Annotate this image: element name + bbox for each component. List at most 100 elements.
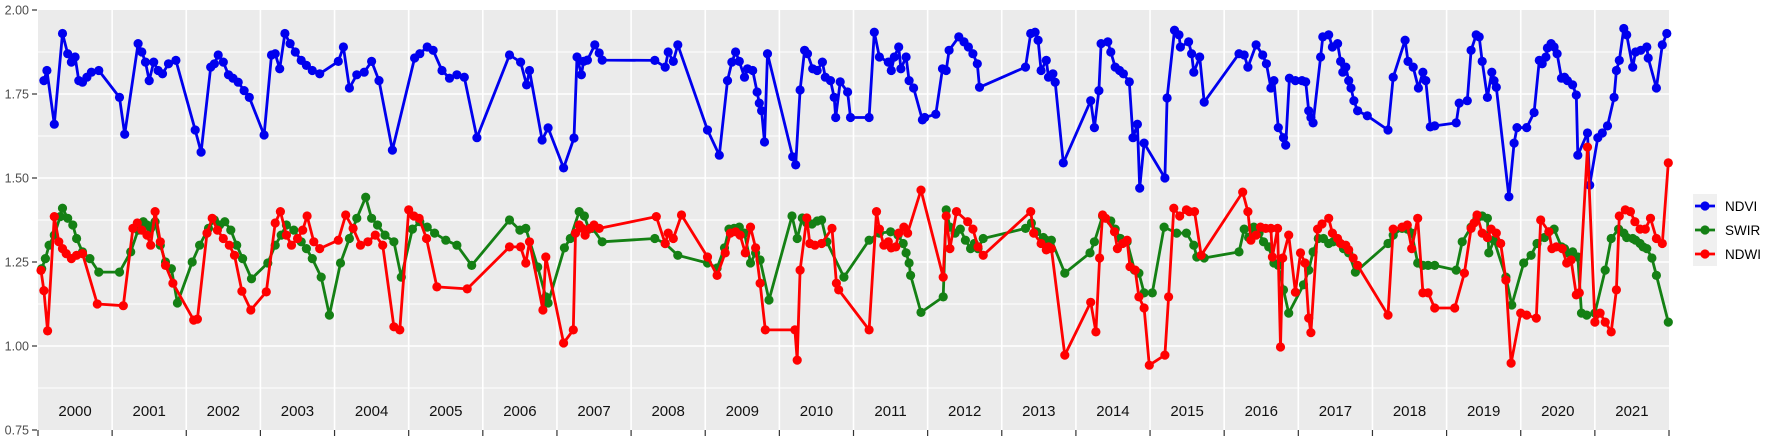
data-point-NDVI: [1413, 83, 1423, 93]
data-point-NDWI: [1060, 350, 1070, 360]
data-point-NDWI: [150, 207, 160, 217]
data-point-SWIR: [521, 223, 531, 233]
data-point-NDVI: [1124, 77, 1134, 87]
data-point-NDVI: [1609, 92, 1619, 102]
data-point-NDWI: [1402, 220, 1412, 230]
data-point-SWIR: [238, 254, 248, 264]
data-point-NDWI: [790, 325, 800, 335]
data-point-NDVI: [1033, 35, 1043, 45]
data-point-NDVI: [137, 47, 147, 57]
data-point-NDWI: [1251, 230, 1261, 240]
data-point-NDWI: [968, 224, 978, 234]
data-point-SWIR: [839, 272, 849, 282]
data-point-SWIR: [1507, 300, 1517, 310]
data-point-NDVI: [1175, 42, 1185, 52]
x-axis-year-label: 2002: [207, 403, 240, 420]
data-point-NDVI: [1333, 39, 1343, 49]
data-point-NDVI: [909, 83, 919, 93]
data-point-NDVI: [70, 52, 80, 62]
data-point-NDVI: [1643, 53, 1653, 63]
data-point-NDWI: [1388, 224, 1398, 234]
data-point-NDVI: [120, 129, 130, 139]
data-point-SWIR: [1181, 228, 1191, 238]
data-point-NDVI: [1421, 76, 1431, 86]
data-point-NDVI: [1050, 77, 1060, 87]
data-point-NDVI: [963, 42, 974, 52]
data-point-NDWI: [1091, 327, 1101, 337]
data-point-NDVI: [757, 106, 767, 116]
data-point-NDVI: [829, 92, 839, 102]
data-point-SWIR: [1582, 310, 1592, 320]
y-axis-tick-label: 2.00: [5, 4, 29, 18]
data-point-NDWI: [1243, 207, 1253, 217]
data-point-NDWI: [916, 185, 926, 195]
data-point-NDWI: [871, 207, 882, 217]
legend-key-swatch: [1693, 194, 1717, 218]
data-point-SWIR: [467, 260, 477, 270]
data-point-NDVI: [1089, 123, 1099, 133]
data-point-NDWI: [521, 258, 531, 268]
data-point-NDVI: [1290, 76, 1300, 86]
data-point-NDVI: [734, 56, 744, 66]
data-point-NDVI: [1504, 192, 1514, 202]
data-point-NDWI: [1306, 328, 1316, 338]
legend-point-line-icon: [1695, 201, 1715, 211]
data-point-NDVI: [537, 135, 547, 145]
data-point-NDWI: [568, 325, 578, 335]
data-point-SWIR: [380, 230, 390, 240]
data-point-NDWI: [745, 222, 756, 232]
data-point-NDWI: [1238, 187, 1248, 197]
data-point-NDWI: [155, 237, 165, 247]
data-point-NDVI: [39, 76, 49, 86]
data-point-NDVI: [1522, 123, 1532, 133]
data-point-NDWI: [229, 250, 240, 260]
data-point-NDWI: [246, 305, 256, 315]
data-point-NDWI: [516, 242, 526, 252]
data-point-SWIR: [1383, 238, 1393, 249]
data-point-SWIR: [114, 267, 125, 277]
data-point-NDVI: [1571, 90, 1581, 100]
data-point-NDVI: [1568, 80, 1578, 90]
data-point-SWIR: [864, 235, 874, 245]
data-point-NDVI: [660, 62, 670, 72]
data-point-NDWI: [541, 252, 551, 262]
x-axis-year-label: 2004: [355, 403, 388, 420]
data-point-NDWI: [160, 260, 171, 270]
data-point-NDVI: [49, 119, 59, 129]
data-point-NDVI: [972, 59, 982, 69]
data-point-NDWI: [142, 230, 152, 240]
data-point-NDVI: [1657, 40, 1667, 50]
data-point-NDWI: [834, 285, 844, 295]
data-point-NDWI: [54, 237, 64, 247]
data-point-NDWI: [735, 230, 745, 240]
data-point-NDWI: [751, 243, 761, 253]
data-point-NDWI: [207, 213, 217, 223]
data-point-NDVI: [864, 112, 874, 123]
y-axis-tick-label: 1.50: [5, 172, 29, 186]
data-point-NDWI: [792, 355, 802, 365]
data-point-NDVI: [812, 65, 822, 76]
data-point-NDVI: [374, 76, 384, 86]
data-point-SWIR: [745, 258, 756, 268]
data-point-NDVI: [845, 112, 856, 123]
x-axis-year-label: 2017: [1319, 403, 1352, 420]
data-point-NDVI: [133, 39, 143, 49]
data-point-NDVI: [731, 47, 741, 57]
data-point-NDVI: [1573, 150, 1583, 160]
data-point-SWIR: [901, 248, 911, 258]
data-point-SWIR: [367, 213, 377, 223]
data-point-NDWI: [1036, 238, 1046, 249]
data-point-SWIR: [597, 237, 607, 247]
data-point-NDWI: [559, 338, 569, 348]
data-point-NDVI: [163, 59, 174, 69]
data-point-NDWI: [168, 278, 178, 288]
data-point-SWIR: [1085, 248, 1095, 258]
legend-point-line-icon: [1695, 249, 1715, 259]
y-axis-tick-label: 1.25: [5, 256, 29, 270]
data-point-NDVI: [1349, 96, 1359, 106]
data-point-NDVI: [1316, 52, 1326, 62]
data-point-NDVI: [1036, 65, 1046, 76]
data-point-NDWI: [1663, 158, 1673, 168]
data-point-NDWI: [1413, 213, 1423, 223]
data-point-NDVI: [1344, 76, 1354, 86]
